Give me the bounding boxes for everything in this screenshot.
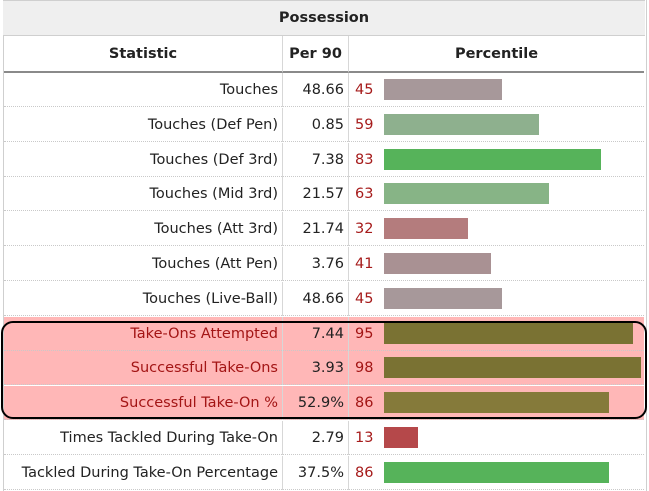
percentile-bar bbox=[384, 322, 633, 344]
stat-name: Take-Ons Attempted bbox=[4, 316, 283, 351]
stat-name: Times Tackled During Take-On bbox=[4, 421, 283, 455]
per90-value: 21.74 bbox=[283, 212, 349, 247]
table-row: Touches (Att Pen) 3.76 41 bbox=[4, 247, 644, 281]
percentile-value: 45 bbox=[355, 82, 374, 98]
per90-value: 0.85 bbox=[283, 107, 349, 142]
table-row: Successful Take-Ons 3.93 98 bbox=[4, 351, 644, 386]
percentile-bar bbox=[384, 427, 418, 448]
stat-name: Tackled During Take-On Percentage bbox=[4, 455, 283, 490]
percentile-bar bbox=[384, 357, 641, 379]
percentile-value: 13 bbox=[355, 430, 374, 446]
table-row: Touches (Def Pen) 0.85 59 bbox=[4, 107, 644, 142]
stat-name: Touches (Att 3rd) bbox=[4, 212, 283, 247]
stat-name: Touches (Att Pen) bbox=[4, 247, 283, 281]
percentile-bar bbox=[384, 218, 468, 240]
percentile-bar bbox=[384, 461, 609, 483]
stat-name: Successful Take-Ons bbox=[4, 351, 283, 386]
stat-name: Touches (Def Pen) bbox=[4, 107, 283, 142]
percentile-value: 59 bbox=[355, 116, 374, 133]
table-row: Touches (Def 3rd) 7.38 83 bbox=[4, 142, 644, 177]
percentile-bar bbox=[384, 113, 539, 135]
stat-name: Successful Take-On % bbox=[4, 386, 283, 421]
percentile-value: 98 bbox=[355, 360, 374, 377]
per90-value: 48.66 bbox=[283, 73, 349, 107]
percentile-bar bbox=[384, 148, 601, 170]
percentile-value: 86 bbox=[355, 464, 374, 481]
percentile-bar bbox=[384, 253, 491, 274]
stat-name: Touches (Def 3rd) bbox=[4, 142, 283, 177]
table-row: Touches (Att 3rd) 21.74 32 bbox=[4, 212, 644, 247]
table-title: Possession bbox=[3, 0, 645, 36]
per90-value: 37.5% bbox=[283, 455, 349, 490]
per90-value: 3.93 bbox=[283, 351, 349, 386]
stat-name: Touches (Live-Ball) bbox=[4, 281, 283, 316]
column-header-statistic[interactable]: Statistic bbox=[4, 36, 283, 73]
table-row: Tackled During Take-On Percentage 37.5% 86 bbox=[4, 455, 644, 490]
stat-name: Touches (Mid 3rd) bbox=[4, 177, 283, 212]
percentile-value: 32 bbox=[355, 221, 374, 238]
column-header-percentile[interactable]: Percentile bbox=[349, 36, 644, 73]
per90-value: 21.57 bbox=[283, 177, 349, 212]
percentile-bar bbox=[384, 183, 549, 205]
percentile-bar bbox=[384, 392, 609, 414]
per90-value: 52.9% bbox=[283, 386, 349, 421]
stat-name: Touches bbox=[4, 73, 283, 107]
percentile-value: 45 bbox=[355, 290, 374, 307]
possession-table bbox=[3, 0, 647, 491]
table-row: Times Tackled During Take-On 2.79 13 bbox=[4, 421, 644, 455]
percentile-value: 86 bbox=[355, 395, 374, 412]
column-header-per90[interactable]: Per 90 bbox=[283, 36, 349, 73]
table-row: Touches (Live-Ball) 48.66 45 bbox=[4, 281, 644, 316]
percentile-value: 95 bbox=[355, 325, 374, 342]
table-row: Touches 48.66 45 bbox=[4, 73, 644, 107]
percentile-value: 63 bbox=[355, 186, 374, 203]
per90-value: 3.76 bbox=[283, 247, 349, 281]
percentile-bar bbox=[384, 287, 502, 309]
per90-value: 2.79 bbox=[283, 421, 349, 455]
percentile-value: 83 bbox=[355, 151, 374, 168]
per90-value: 48.66 bbox=[283, 281, 349, 316]
table-row: Successful Take-On % 52.9% 86 bbox=[4, 386, 644, 421]
table-row: Take-Ons Attempted 7.44 95 bbox=[4, 316, 644, 351]
percentile-value: 41 bbox=[355, 256, 374, 272]
per90-value: 7.38 bbox=[283, 142, 349, 177]
per90-value: 7.44 bbox=[283, 316, 349, 351]
table-row: Touches (Mid 3rd) 21.57 63 bbox=[4, 177, 644, 212]
percentile-bar bbox=[384, 79, 502, 100]
